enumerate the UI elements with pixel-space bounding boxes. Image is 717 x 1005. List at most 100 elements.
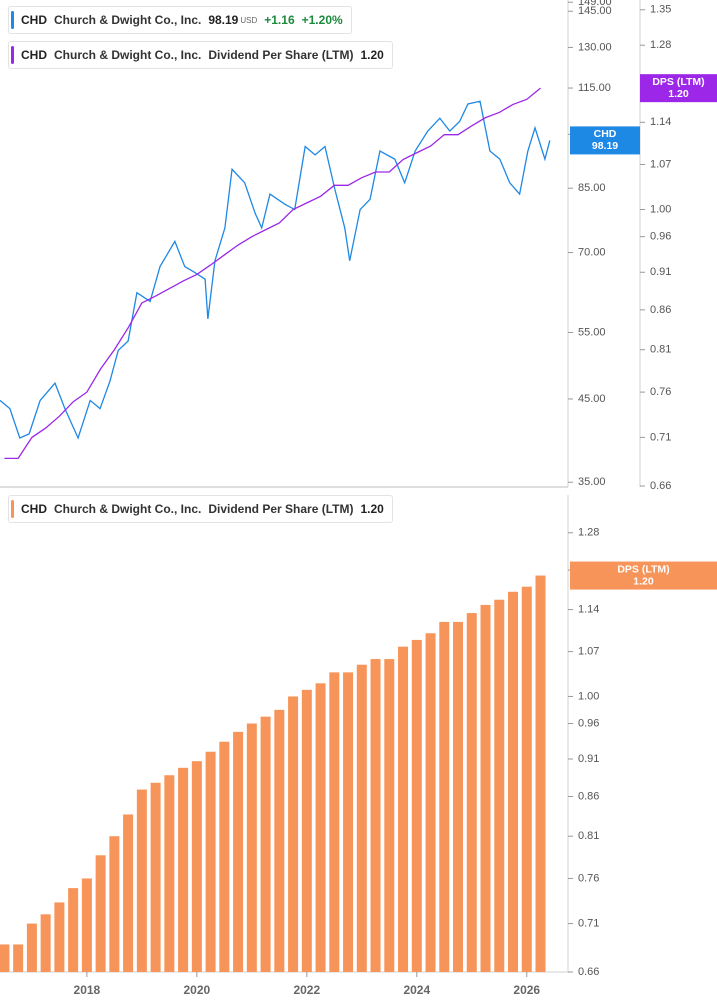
bar bbox=[13, 944, 24, 972]
y2-tick-label: 1.28 bbox=[650, 39, 671, 51]
legend-ticker: CHD bbox=[21, 502, 47, 516]
price-badge bbox=[570, 126, 640, 155]
legend-unit: USD bbox=[240, 15, 258, 25]
legend: CHD Church & Dwight Co., Inc. 98.19 USD … bbox=[8, 6, 352, 34]
bar bbox=[246, 723, 257, 972]
legend-last: 1.20 bbox=[360, 502, 384, 516]
bar bbox=[521, 586, 532, 972]
y-tick-label: 1.07 bbox=[578, 645, 599, 657]
y2-tick-label: 1.14 bbox=[650, 116, 671, 128]
bar bbox=[260, 716, 271, 972]
bar bbox=[370, 659, 381, 972]
legend-ticker: CHD bbox=[21, 13, 47, 27]
bar bbox=[109, 836, 120, 972]
y2-tick-label: 0.96 bbox=[650, 231, 671, 243]
series-line bbox=[4, 87, 541, 459]
bar bbox=[0, 944, 10, 972]
y2-tick-label: 0.71 bbox=[650, 431, 671, 443]
y-tick-label: 35.00 bbox=[578, 476, 606, 488]
badge-label: DPS (LTM) bbox=[617, 563, 669, 575]
bar bbox=[219, 741, 230, 972]
badge-value: 1.20 bbox=[668, 88, 689, 100]
bar bbox=[508, 591, 519, 972]
y-tick-label: 115.00 bbox=[578, 82, 611, 94]
x-tick-label: 2018 bbox=[74, 983, 101, 997]
y-tick-label: 0.76 bbox=[578, 872, 599, 884]
bar bbox=[453, 621, 464, 972]
price-badge bbox=[570, 561, 717, 590]
badge-label: DPS (LTM) bbox=[652, 76, 704, 88]
legend-swatch bbox=[11, 500, 14, 518]
bar bbox=[40, 914, 51, 972]
y-tick-label: 0.71 bbox=[578, 917, 599, 929]
y2-tick-label: 0.66 bbox=[650, 480, 671, 492]
y-tick-label: 45.00 bbox=[578, 393, 606, 405]
legend-company: Church & Dwight Co., Inc. bbox=[54, 502, 202, 516]
y-tick-label: 55.00 bbox=[578, 326, 606, 338]
badge-label: CHD bbox=[594, 128, 617, 140]
bar bbox=[81, 878, 92, 972]
bar bbox=[329, 672, 340, 972]
legend-last: 98.19 bbox=[208, 13, 239, 27]
bar bbox=[178, 767, 189, 972]
bar bbox=[123, 814, 134, 972]
bar bbox=[466, 613, 477, 972]
bar bbox=[494, 599, 505, 972]
y-tick-label: 1.28 bbox=[578, 527, 599, 539]
y-tick-label: 130.00 bbox=[578, 41, 612, 53]
y-tick-label: 0.96 bbox=[578, 717, 599, 729]
legend-last: 1.20 bbox=[360, 48, 384, 62]
x-tick-label: 2026 bbox=[513, 983, 540, 997]
legend-ticker: CHD bbox=[21, 48, 47, 62]
bar bbox=[439, 621, 450, 972]
y-tick-label: 85.00 bbox=[578, 182, 606, 194]
y-tick-label: 1.00 bbox=[578, 690, 599, 702]
x-tick-label: 2022 bbox=[293, 983, 320, 997]
bar bbox=[411, 639, 422, 972]
y-tick-label: 0.91 bbox=[578, 753, 599, 765]
bar bbox=[425, 633, 436, 972]
bar bbox=[301, 689, 312, 972]
legend-name: Dividend Per Share (LTM) bbox=[208, 502, 354, 516]
y-tick-label: 70.00 bbox=[578, 246, 606, 258]
bar bbox=[205, 751, 216, 972]
legend-name: Church & Dwight Co., Inc. bbox=[54, 13, 202, 27]
bar bbox=[288, 696, 299, 972]
bar bbox=[535, 575, 546, 972]
bar bbox=[315, 683, 326, 972]
bar bbox=[164, 775, 175, 972]
legend-company: Church & Dwight Co., Inc. bbox=[54, 48, 202, 62]
x-tick-label: 2024 bbox=[403, 983, 430, 997]
bar bbox=[136, 789, 147, 972]
legend: CHD Church & Dwight Co., Inc. Dividend P… bbox=[8, 495, 393, 523]
bar bbox=[384, 659, 395, 972]
y2-tick-label: 0.76 bbox=[650, 386, 671, 398]
bar bbox=[150, 782, 161, 972]
bar bbox=[54, 902, 65, 972]
bar bbox=[343, 672, 354, 972]
legend-name: Dividend Per Share (LTM) bbox=[208, 48, 354, 62]
bar bbox=[398, 646, 409, 972]
bar bbox=[356, 664, 367, 972]
bar bbox=[68, 888, 79, 972]
y2-tick-label: 0.81 bbox=[650, 344, 671, 356]
y2-tick-label: 0.86 bbox=[650, 304, 671, 316]
y2-tick-label: 0.91 bbox=[650, 266, 671, 278]
bar bbox=[480, 604, 491, 972]
y-tick-label: 0.86 bbox=[578, 790, 599, 802]
y-tick-label: 0.66 bbox=[578, 966, 599, 978]
bar bbox=[95, 855, 106, 972]
legend-swatch bbox=[11, 11, 14, 29]
series-line bbox=[0, 100, 551, 440]
bar bbox=[274, 709, 285, 972]
y-tick-label: 149.00 bbox=[578, 0, 612, 8]
legend-change-pct: +1.20% bbox=[301, 13, 343, 27]
y-tick-label: 0.81 bbox=[578, 830, 599, 842]
price-badge bbox=[640, 74, 717, 103]
y-tick-label: 145.00 bbox=[578, 5, 612, 17]
y2-tick-label: 1.35 bbox=[650, 4, 671, 16]
legend-swatch bbox=[11, 46, 14, 64]
badge-value: 98.19 bbox=[592, 140, 618, 152]
